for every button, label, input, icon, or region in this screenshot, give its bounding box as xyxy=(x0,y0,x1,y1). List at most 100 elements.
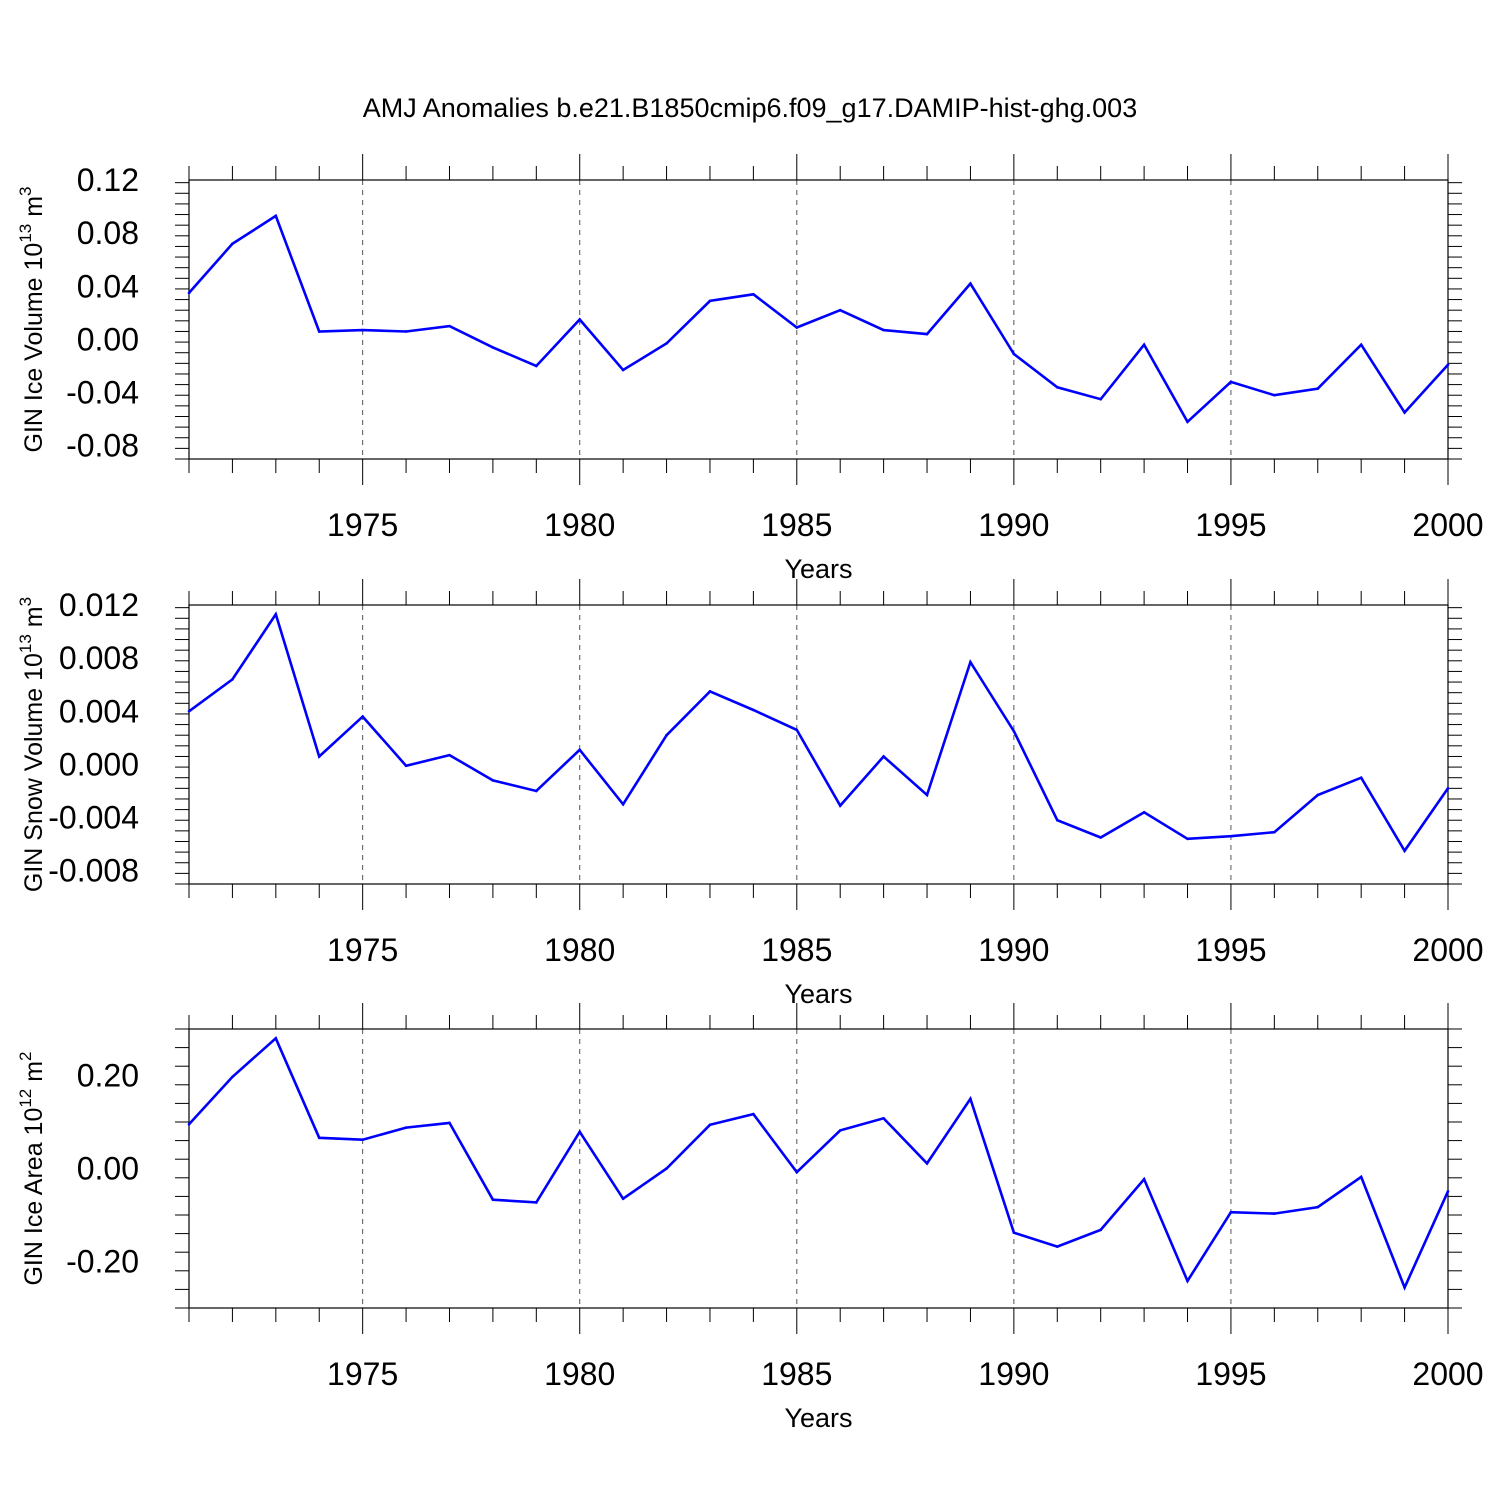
data-point xyxy=(1316,793,1320,797)
data-point xyxy=(969,282,972,285)
y-tick-label: 0.12 xyxy=(77,162,139,198)
y-tick-label: 0.04 xyxy=(77,268,139,304)
data-point xyxy=(665,1167,668,1170)
data-point xyxy=(795,728,799,732)
x-tick-label: 1985 xyxy=(761,1356,832,1392)
x-axis-label: Years xyxy=(784,1403,852,1433)
data-point xyxy=(578,748,582,752)
data-point xyxy=(1055,818,1059,822)
data-point xyxy=(1099,1228,1102,1232)
y-axis-label-exponent: 3 xyxy=(16,597,35,606)
plot-frame xyxy=(188,604,1449,885)
x-tick-label: 1975 xyxy=(327,932,398,968)
data-point xyxy=(882,755,885,758)
data-point xyxy=(231,1075,234,1079)
data-point xyxy=(1273,830,1276,834)
data-point xyxy=(795,326,799,329)
y-tick-label: 0.000 xyxy=(59,746,139,782)
data-point xyxy=(535,364,538,368)
data-point xyxy=(1055,1245,1059,1248)
y-tick-label: 0.20 xyxy=(77,1058,139,1094)
data-point xyxy=(231,242,234,246)
data-point xyxy=(404,764,408,768)
data-point xyxy=(708,1123,712,1127)
data-point xyxy=(361,715,364,718)
data-point xyxy=(448,753,451,757)
data-point xyxy=(187,291,191,295)
data-point xyxy=(361,1138,364,1141)
x-tick-label: 1985 xyxy=(761,932,832,968)
y-axis-label: GIN Ice Volume 1013 m3 xyxy=(16,187,48,453)
data-point xyxy=(1186,420,1189,424)
x-tick-label: 2000 xyxy=(1412,932,1483,968)
data-point xyxy=(665,733,668,737)
data-point xyxy=(1403,849,1406,853)
data-point xyxy=(1446,1189,1450,1193)
y-tick-label: 0.00 xyxy=(77,321,139,357)
data-point xyxy=(752,292,755,296)
x-tick-label: 1980 xyxy=(544,507,615,543)
data-point xyxy=(1229,1210,1233,1214)
data-point xyxy=(448,324,451,328)
series-line xyxy=(188,1036,1450,1291)
data-point xyxy=(752,1112,755,1116)
data-point xyxy=(317,330,321,333)
data-point xyxy=(925,793,929,797)
data-point xyxy=(621,802,625,806)
data-point xyxy=(231,678,234,681)
data-point xyxy=(535,789,538,793)
data-point xyxy=(578,1130,582,1134)
y-tick-label: 0.004 xyxy=(59,693,139,729)
data-point xyxy=(1359,1175,1363,1179)
y-tick-label: 0.00 xyxy=(77,1151,139,1187)
y-tick-label: 0.012 xyxy=(59,587,139,623)
x-tick-label: 1990 xyxy=(978,507,1049,543)
data-point xyxy=(838,308,842,312)
data-point xyxy=(708,299,712,303)
x-tick-label: 1995 xyxy=(1195,932,1266,968)
x-axis-label: Years xyxy=(784,554,852,584)
chart-title: AMJ Anomalies b.e21.B1850cmip6.f09_g17.D… xyxy=(363,93,1137,123)
data-point xyxy=(1316,387,1320,390)
data-point xyxy=(1446,787,1450,790)
data-point xyxy=(274,214,278,218)
y-tick-label: -0.008 xyxy=(48,853,139,889)
y-tick-label: 0.008 xyxy=(59,640,139,676)
data-point xyxy=(1316,1205,1320,1209)
data-point xyxy=(621,1197,625,1201)
data-point xyxy=(404,330,408,333)
data-point xyxy=(838,804,842,807)
x-tick-label: 1985 xyxy=(761,507,832,543)
data-point xyxy=(1186,1279,1189,1283)
y-axis-label: GIN Ice Area 1012 m2 xyxy=(16,1051,48,1285)
x-tick-label: 2000 xyxy=(1412,507,1483,543)
panel-1: -0.08 -0.04 0.00 0.04 0.08 0.12 1975 1980 1985 19… xyxy=(16,154,1484,584)
data-point xyxy=(1186,837,1189,841)
data-point xyxy=(925,1162,929,1165)
data-point xyxy=(1229,380,1233,384)
data-point xyxy=(621,368,625,372)
data-point xyxy=(1142,810,1146,814)
data-point xyxy=(274,613,278,616)
data-point xyxy=(535,1201,538,1204)
data-point xyxy=(708,690,712,693)
y-axis-label-text: m xyxy=(20,606,48,634)
x-tick-label: 1990 xyxy=(978,932,1049,968)
data-point xyxy=(578,318,582,321)
data-point xyxy=(317,1136,321,1140)
series-line xyxy=(188,213,1449,424)
y-axis-label-text: GIN Ice Area 10 xyxy=(20,1108,48,1286)
data-point xyxy=(925,332,929,336)
data-point xyxy=(187,709,191,713)
y-tick-label: -0.20 xyxy=(66,1244,139,1280)
y-axis-label-text: m xyxy=(20,196,48,224)
data-point xyxy=(1142,1177,1146,1181)
y-axis-label-text: GIN Ice Volume 10 xyxy=(20,243,48,453)
data-point xyxy=(882,1116,885,1120)
data-point xyxy=(491,346,495,349)
x-tick-label: 1995 xyxy=(1195,507,1266,543)
data-point xyxy=(1403,411,1406,414)
x-tick-label: 1980 xyxy=(544,932,615,968)
data-point xyxy=(1359,776,1363,780)
